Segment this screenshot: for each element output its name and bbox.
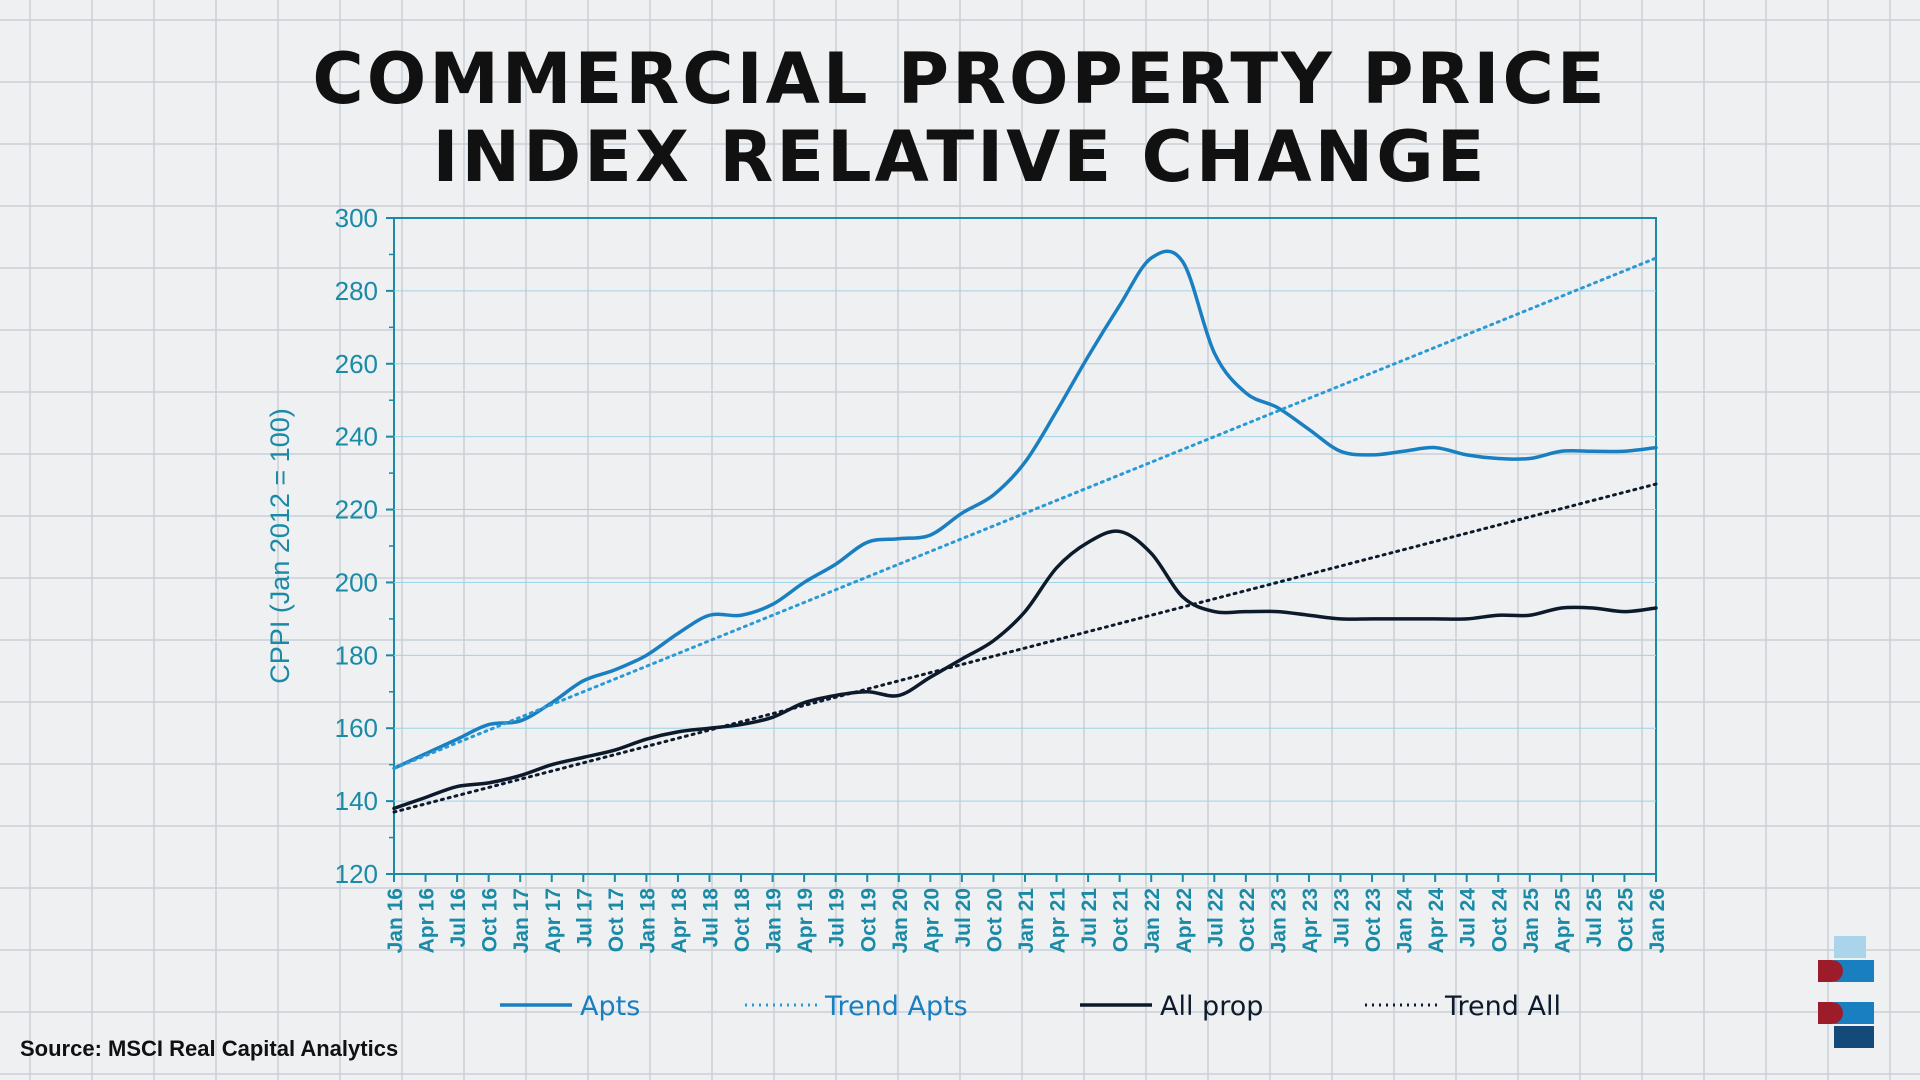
y-tick-label: 180 — [335, 640, 378, 670]
x-tick-label: Jul 24 — [1457, 888, 1480, 948]
x-tick-label: Jan 17 — [510, 888, 533, 953]
legend-label-trend-all: Trend All — [1444, 991, 1561, 1022]
legend-label-trend-apts: Trend Apts — [824, 991, 968, 1022]
series-line-trend-apts — [392, 256, 1658, 770]
x-tick-label: Oct 19 — [857, 888, 880, 952]
x-tick-label: Oct 17 — [605, 888, 628, 952]
x-tick-label: Apr 21 — [1047, 888, 1070, 954]
x-tick-label: Jan 16 — [384, 888, 407, 953]
x-tick-label: Jan 23 — [1267, 888, 1290, 953]
x-tick-label: Jan 18 — [636, 888, 659, 954]
x-tick-label: Oct 18 — [731, 888, 754, 953]
x-tick-label: Oct 25 — [1614, 888, 1637, 953]
x-tick-label: Jan 20 — [889, 888, 912, 953]
x-tick-label: Oct 23 — [1362, 888, 1385, 952]
y-tick-label: 120 — [335, 859, 378, 889]
x-tick-label: Jan 24 — [1394, 888, 1417, 954]
plot-frame — [393, 217, 1657, 875]
x-tick-label: Jul 18 — [700, 888, 723, 948]
x-tick-label: Jul 17 — [573, 888, 596, 948]
y-axis-label: CPPI (Jan 2012 = 100) — [265, 408, 295, 683]
y-tick-label: 140 — [335, 786, 378, 816]
x-tick-label: Jul 22 — [1204, 888, 1227, 948]
chart-title-line-2: INDEX RELATIVE CHANGE — [432, 116, 1488, 198]
x-tick-label: Oct 16 — [479, 888, 502, 952]
legend-label-apts: Apts — [580, 991, 640, 1022]
brand-logo — [1818, 936, 1874, 1048]
x-tick-label: Jan 26 — [1646, 888, 1669, 953]
y-tick-label: 300 — [335, 203, 378, 233]
y-tick-label: 240 — [335, 422, 378, 452]
x-tick-label: Apr 25 — [1551, 888, 1574, 954]
x-tick-label: Apr 24 — [1425, 888, 1448, 954]
x-tick-label: Jul 19 — [826, 888, 849, 948]
x-tick-label: Apr 22 — [1173, 888, 1196, 953]
x-tick-label: Jul 23 — [1331, 888, 1354, 948]
x-tick-label: Oct 21 — [1110, 888, 1133, 953]
x-tick-label: Jul 21 — [1078, 888, 1101, 948]
legend-label-all-prop: All prop — [1160, 991, 1263, 1022]
chart-title-line-1: COMMERCIAL PROPERTY PRICE — [312, 38, 1608, 120]
x-tick-label: Jan 25 — [1520, 888, 1543, 954]
x-tick-label: Oct 22 — [1236, 888, 1259, 952]
x-tick-label: Apr 20 — [920, 888, 943, 953]
series-line-all-prop — [392, 529, 1658, 811]
y-tick-label: 260 — [335, 349, 378, 379]
series-line-apts — [392, 249, 1658, 771]
x-tick-label: Jan 21 — [1015, 888, 1038, 954]
y-tick-label: 220 — [335, 495, 378, 525]
x-tick-label: Jul 20 — [952, 888, 975, 948]
x-tick-label: Apr 19 — [794, 888, 817, 953]
series-line-trend-all — [392, 482, 1658, 814]
x-tick-label: Oct 20 — [983, 888, 1006, 952]
source-note: Source: MSCI Real Capital Analytics — [20, 1036, 399, 1061]
x-tick-label: Apr 16 — [416, 888, 439, 953]
x-tick-label: Apr 18 — [668, 888, 691, 954]
x-tick-label: Jan 19 — [763, 888, 786, 953]
x-tick-label: Jul 25 — [1583, 888, 1606, 948]
x-tick-label: Jan 22 — [1141, 888, 1164, 953]
y-tick-label: 280 — [335, 276, 378, 306]
x-tick-label: Apr 23 — [1299, 888, 1322, 953]
x-tick-label: Oct 24 — [1488, 888, 1511, 953]
y-tick-label: 200 — [335, 567, 378, 597]
x-tick-label: Jul 16 — [447, 888, 470, 948]
y-tick-label: 160 — [335, 713, 378, 743]
x-tick-label: Apr 17 — [542, 888, 565, 953]
